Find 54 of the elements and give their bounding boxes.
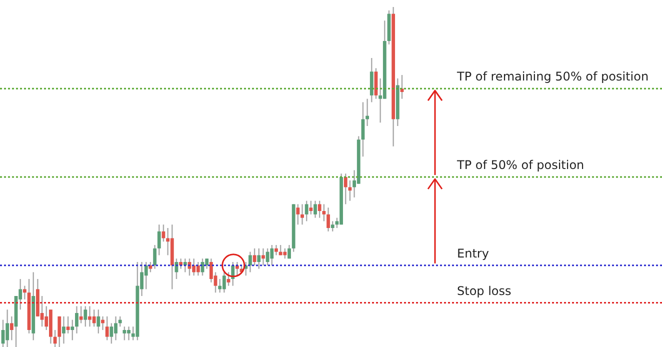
- candlestick: [318, 200, 322, 218]
- candlestick: [366, 98, 370, 127]
- candlestick: [370, 57, 374, 103]
- candlestick: [153, 244, 156, 270]
- candlestick: [314, 200, 317, 218]
- candlestick: [122, 326, 126, 341]
- candlestick: [226, 272, 230, 286]
- candlestick: [222, 272, 226, 294]
- candlestick: [75, 306, 78, 334]
- candlestick: [252, 248, 256, 266]
- candlestick: [79, 306, 83, 324]
- candlestick: [322, 204, 326, 222]
- candlestick: [344, 173, 348, 205]
- candlestick: [92, 309, 96, 328]
- candlestick: [235, 261, 239, 276]
- candlestick: [248, 251, 252, 273]
- candlestick: [101, 316, 104, 331]
- ref-line-label: Stop loss: [457, 284, 512, 298]
- ref-line-label: Entry: [457, 246, 489, 260]
- candlestick: [22, 285, 26, 300]
- candlestick: [6, 309, 10, 347]
- candlestick: [209, 258, 213, 283]
- candlestick: [205, 258, 209, 270]
- candlestick: [288, 244, 291, 260]
- candlestick: [96, 309, 100, 334]
- candlestick: [157, 224, 161, 256]
- candlestick: [296, 204, 300, 226]
- candlestick: [118, 316, 122, 328]
- candlestick: [283, 248, 287, 260]
- candlestick: [110, 322, 114, 344]
- ref-line-label: TP of remaining 50% of position: [456, 70, 649, 84]
- candlestick: [309, 200, 313, 215]
- candlestick: [274, 244, 278, 256]
- candlestick: [196, 261, 200, 276]
- candlestick: [144, 261, 148, 290]
- candlestick: [348, 180, 352, 202]
- candlestick: [192, 258, 196, 276]
- candlestick: [270, 244, 274, 266]
- candlestick: [266, 248, 270, 266]
- candlestick: [62, 316, 66, 344]
- candlestick: [257, 248, 261, 270]
- candlestick: [105, 316, 109, 341]
- candlestick: [300, 204, 304, 226]
- ref-line-label: TP of 50% of position: [456, 158, 584, 172]
- candlestick: [58, 316, 62, 347]
- candlestick: [10, 316, 14, 341]
- candlestick: [330, 220, 334, 232]
- candlestick: [84, 306, 88, 328]
- candlestick: [218, 278, 222, 294]
- candlestick: [66, 316, 70, 334]
- candlestick: [262, 248, 265, 266]
- candlestick: [326, 207, 330, 232]
- candlestick: [70, 319, 74, 341]
- candlestick: [304, 200, 308, 222]
